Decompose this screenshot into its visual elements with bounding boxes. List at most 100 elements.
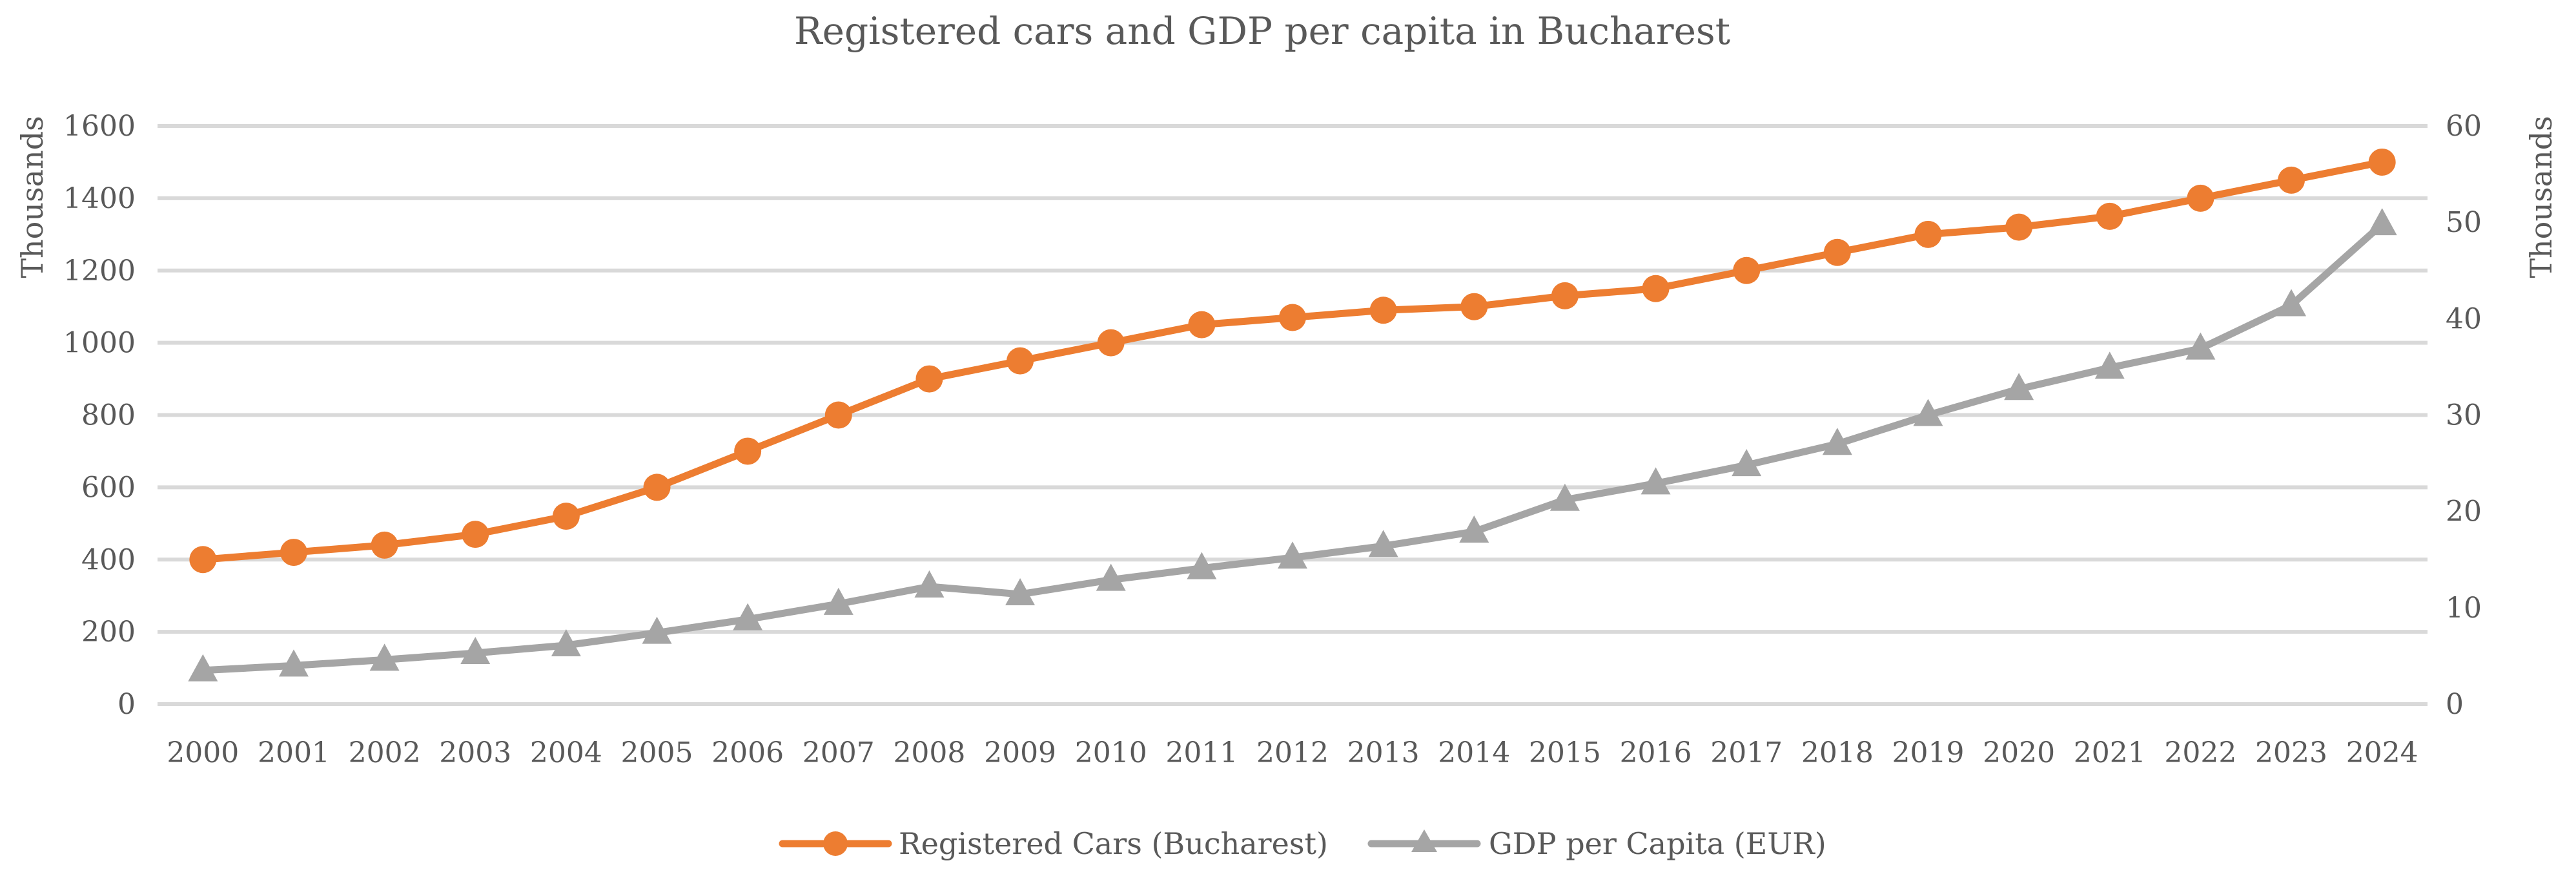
series-registered-cars — [189, 148, 2396, 574]
data-point — [1459, 515, 1489, 543]
data-point — [1642, 275, 1670, 302]
data-point — [2005, 213, 2033, 241]
data-point — [1368, 530, 1398, 557]
data-point — [1823, 238, 1851, 266]
y-right-tick-label: 10 — [2446, 592, 2482, 625]
data-point — [2368, 148, 2396, 176]
data-point — [1187, 552, 1217, 579]
gridlines — [158, 124, 2428, 706]
data-point — [2185, 332, 2216, 360]
data-point — [1551, 282, 1579, 309]
data-point — [1097, 329, 1125, 357]
data-point — [643, 473, 671, 501]
y-left-tick-label: 1400 — [63, 182, 136, 215]
series-line-gdp-per-capita — [199, 220, 2386, 674]
right-y-axis-ticks: 0 10 20 30 40 50 60 — [2446, 110, 2482, 721]
data-point — [1822, 428, 1852, 455]
x-tick-label: 2006 — [711, 736, 784, 769]
data-point — [369, 643, 400, 671]
x-tick-label: 2021 — [2074, 736, 2146, 769]
x-tick-label: 2000 — [167, 736, 239, 769]
data-point — [914, 570, 945, 598]
data-point — [462, 521, 489, 548]
legend-item-gdp-per-capita: GDP per Capita (EUR) — [1367, 826, 1826, 861]
data-point — [1733, 256, 1761, 284]
data-point — [734, 437, 762, 465]
x-tick-label: 2018 — [1801, 736, 1874, 769]
x-axis-ticks: 2000 2001 2002 2003 2004 2005 2006 2007 2008 2009… — [167, 736, 2418, 769]
x-tick-label: 2008 — [893, 736, 965, 769]
data-point — [371, 531, 398, 559]
x-tick-label: 2017 — [1710, 736, 1783, 769]
data-point — [733, 603, 763, 630]
x-tick-label: 2009 — [984, 736, 1056, 769]
x-tick-label: 2013 — [1347, 736, 1420, 769]
right-y-axis-label: Thousands — [2524, 116, 2559, 278]
data-point — [2187, 184, 2214, 212]
data-point — [188, 654, 218, 682]
legend-marker-gdp-per-capita — [1411, 829, 1437, 852]
x-tick-label: 2024 — [2346, 736, 2418, 769]
y-left-tick-label: 0 — [118, 688, 136, 721]
x-tick-label: 2022 — [2164, 736, 2236, 769]
legend-marker-registered-cars — [823, 831, 848, 856]
x-tick-label: 2005 — [621, 736, 693, 769]
data-point — [915, 365, 943, 393]
y-left-tick-label: 600 — [81, 471, 136, 504]
data-point — [1188, 311, 1216, 338]
x-tick-label: 2001 — [258, 736, 330, 769]
x-tick-label: 2007 — [802, 736, 875, 769]
data-point — [1096, 563, 1126, 591]
data-point — [1007, 347, 1034, 375]
data-point — [823, 587, 854, 615]
y-left-tick-label: 1000 — [63, 327, 136, 360]
x-tick-label: 2023 — [2255, 736, 2327, 769]
data-point — [2276, 289, 2307, 317]
y-right-tick-label: 20 — [2446, 495, 2482, 528]
data-point — [824, 401, 852, 429]
x-tick-label: 2010 — [1075, 736, 1147, 769]
y-left-tick-label: 800 — [81, 399, 136, 432]
x-tick-label: 2019 — [1892, 736, 1964, 769]
data-point — [460, 636, 491, 664]
y-right-tick-label: 0 — [2446, 688, 2464, 721]
legend: Registered Cars (Bucharest) GDP per Capi… — [779, 826, 1826, 861]
y-right-tick-label: 40 — [2446, 302, 2482, 335]
x-tick-label: 2003 — [439, 736, 511, 769]
data-point — [552, 503, 580, 530]
y-left-tick-label: 1600 — [63, 110, 136, 143]
data-point — [2094, 351, 2125, 379]
series-line-registered-cars — [199, 158, 2386, 563]
left-y-axis-label: Thousands — [15, 116, 50, 278]
data-point — [551, 629, 581, 657]
data-point — [1005, 577, 1036, 605]
y-left-tick-label: 400 — [81, 543, 136, 576]
y-left-tick-label: 200 — [81, 616, 136, 649]
x-tick-label: 2002 — [349, 736, 421, 769]
data-point — [1914, 220, 1942, 248]
left-y-axis-ticks: 0 200 400 600 800 1000 1200 1400 1600 — [63, 110, 136, 721]
data-point — [1279, 304, 1306, 331]
data-point — [1641, 467, 1671, 495]
series — [188, 148, 2397, 682]
data-point — [1732, 449, 1762, 477]
data-point — [1549, 483, 1580, 511]
y-right-tick-label: 60 — [2446, 110, 2482, 143]
data-point — [2278, 166, 2305, 194]
x-tick-label: 2015 — [1529, 736, 1601, 769]
x-tick-label: 2016 — [1620, 736, 1692, 769]
x-tick-label: 2004 — [530, 736, 602, 769]
y-right-tick-label: 30 — [2446, 399, 2482, 432]
y-right-tick-label: 50 — [2446, 206, 2482, 239]
data-point — [280, 539, 307, 567]
x-tick-label: 2020 — [1983, 736, 2055, 769]
x-tick-label: 2014 — [1438, 736, 1510, 769]
x-tick-label: 2011 — [1165, 736, 1238, 769]
data-point — [1460, 293, 1488, 320]
y-left-tick-label: 1200 — [63, 255, 136, 287]
legend-item-registered-cars: Registered Cars (Bucharest) — [779, 826, 1328, 861]
data-point — [1369, 297, 1397, 324]
chart-title: Registered cars and GDP per capita in Bu… — [794, 9, 1730, 53]
data-point — [1278, 541, 1307, 569]
